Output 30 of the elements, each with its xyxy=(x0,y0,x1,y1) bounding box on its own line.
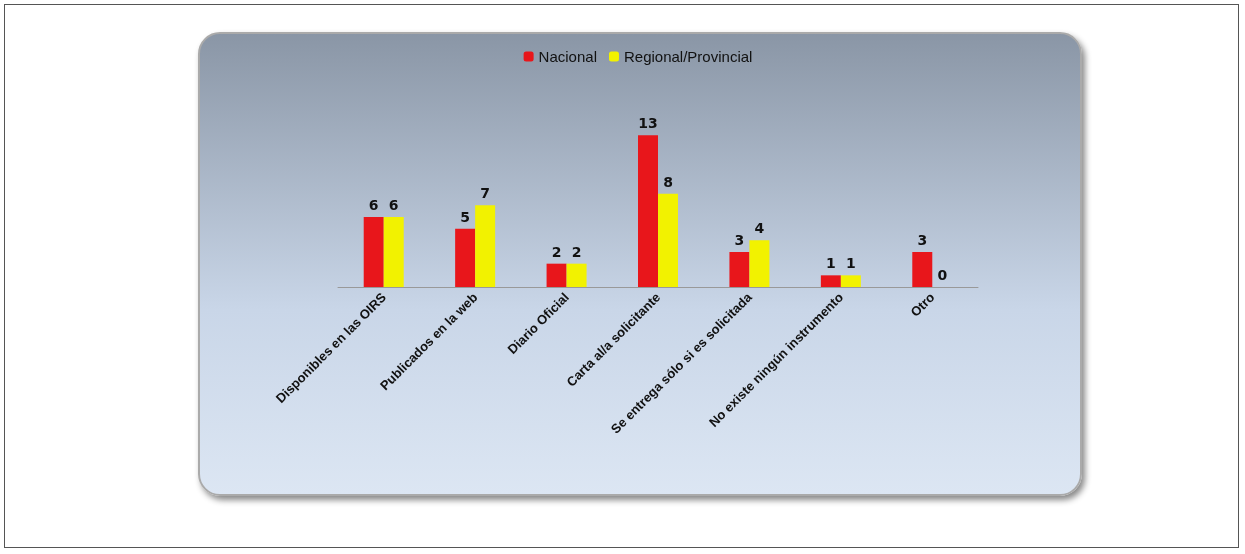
bar xyxy=(749,240,770,287)
data-label: 5 xyxy=(460,208,471,225)
data-label: 1 xyxy=(845,255,856,272)
data-label: 3 xyxy=(734,232,745,248)
bar xyxy=(729,252,750,287)
data-label: 2 xyxy=(551,243,562,260)
bar xyxy=(840,275,861,287)
data-label: 3 xyxy=(917,232,928,248)
bar xyxy=(363,217,384,287)
bar xyxy=(638,135,658,287)
data-label: 2 xyxy=(571,243,582,260)
data-label: 7 xyxy=(480,185,491,202)
data-label: 4 xyxy=(754,220,765,237)
x-tick-label: Otro xyxy=(907,289,938,320)
bar xyxy=(658,193,678,287)
bar xyxy=(475,205,496,287)
legend-label: Regional/Provincial xyxy=(623,48,753,65)
bar xyxy=(455,228,476,287)
legend-label: Nacional xyxy=(538,48,597,65)
bar xyxy=(566,263,587,287)
data-label: 8 xyxy=(663,173,673,190)
data-label: 0 xyxy=(937,267,948,283)
bar xyxy=(820,275,841,287)
data-label: 1 xyxy=(825,255,836,272)
bar xyxy=(546,263,567,287)
bar xyxy=(912,252,933,287)
data-label: 6 xyxy=(368,197,379,213)
data-label: 13 xyxy=(638,115,658,132)
bar xyxy=(383,217,404,287)
data-label: 6 xyxy=(388,197,399,213)
